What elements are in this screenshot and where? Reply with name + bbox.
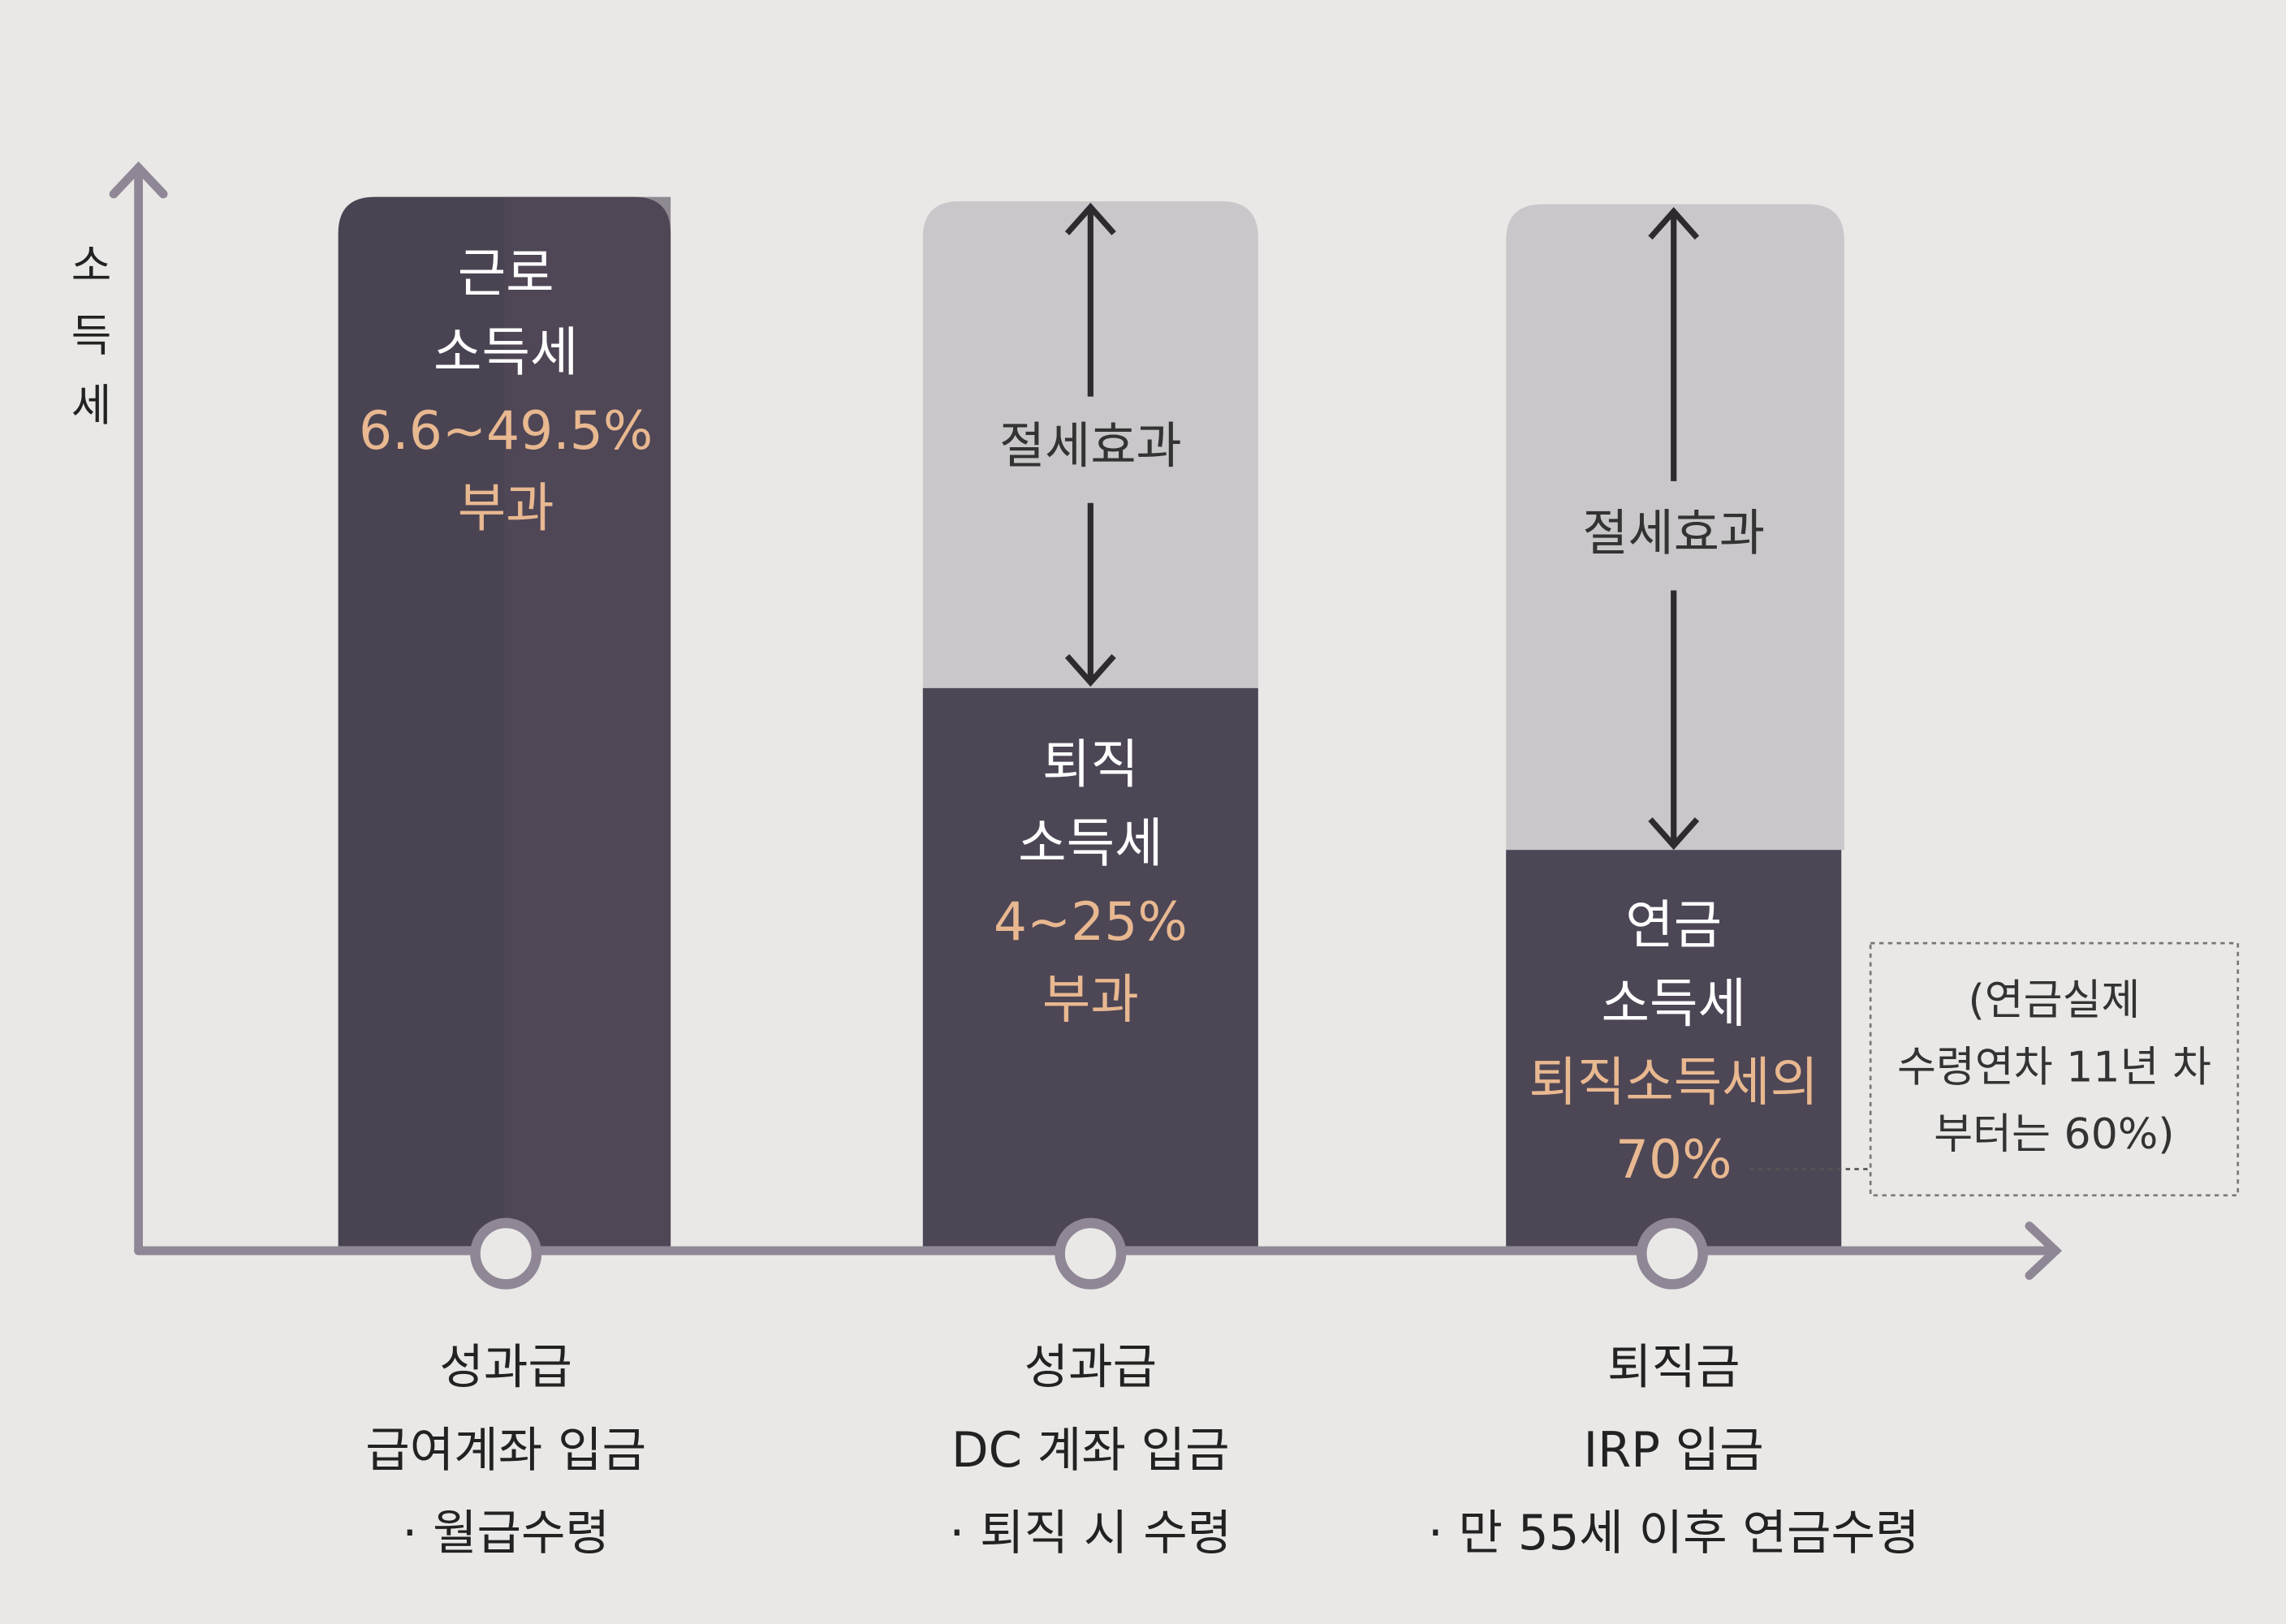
rate-label: 6.6~49.5% (359, 401, 653, 462)
caption: 급여계좌 입금 (365, 1422, 646, 1478)
caption: 성과급 (439, 1338, 572, 1394)
caption: 퇴직금 (1607, 1338, 1740, 1394)
rate-label: 부과 (458, 478, 554, 539)
saving-label: 절세효과 (1582, 505, 1765, 562)
caption: · 만 55세 이후 연금수령 (1428, 1505, 1920, 1561)
y-axis-arrow (109, 161, 168, 199)
tax-label: 연금 (1625, 895, 1722, 956)
tax-label: 퇴직 (1042, 734, 1139, 795)
note-text: 부터는 60%) (1934, 1110, 2174, 1159)
rate-label: 70% (1615, 1130, 1732, 1191)
arrow-head (1064, 653, 1116, 687)
marker (1055, 1217, 1127, 1290)
note-text: (연금실제 (1968, 976, 2140, 1025)
caption: DC 계좌 입금 (951, 1422, 1230, 1478)
arrow-head (1064, 202, 1116, 235)
marker (470, 1217, 542, 1290)
caption: · 월급수령 (402, 1505, 610, 1561)
bar-retirement (922, 687, 1258, 1247)
y-axis-label: 소득세 (63, 242, 114, 452)
note-text: 수령연차 11년 차 (1897, 1043, 2211, 1092)
tax-label: 소득세 (1602, 974, 1746, 1035)
caption: · 퇴직 시 수령 (949, 1505, 1231, 1561)
x-axis-arrow (2025, 1221, 2063, 1280)
arrow-head (1648, 207, 1700, 240)
rate-label: 4~25% (994, 892, 1188, 953)
rate-label: 부과 (1042, 969, 1139, 1030)
tax-label: 근로 (458, 243, 554, 304)
saving-label: 절세효과 (999, 417, 1182, 475)
bar-shade (504, 196, 671, 1247)
tax-label: 소득세 (1018, 813, 1162, 874)
bar-pension (1506, 850, 1842, 1247)
note-box (1869, 941, 2240, 1197)
label-backdrop (981, 414, 1201, 485)
caption: IRP 입금 (1584, 1422, 1764, 1478)
label-backdrop (1564, 501, 1784, 572)
rate-label: 퇴직소득세의 (1529, 1053, 1818, 1114)
arrow-head (1648, 817, 1700, 851)
marker (1636, 1217, 1708, 1290)
caption: 성과급 (1024, 1338, 1158, 1394)
tax-label: 소득세 (433, 322, 578, 383)
axis-markers (470, 1217, 1708, 1290)
saving-arrows (1064, 202, 1700, 851)
